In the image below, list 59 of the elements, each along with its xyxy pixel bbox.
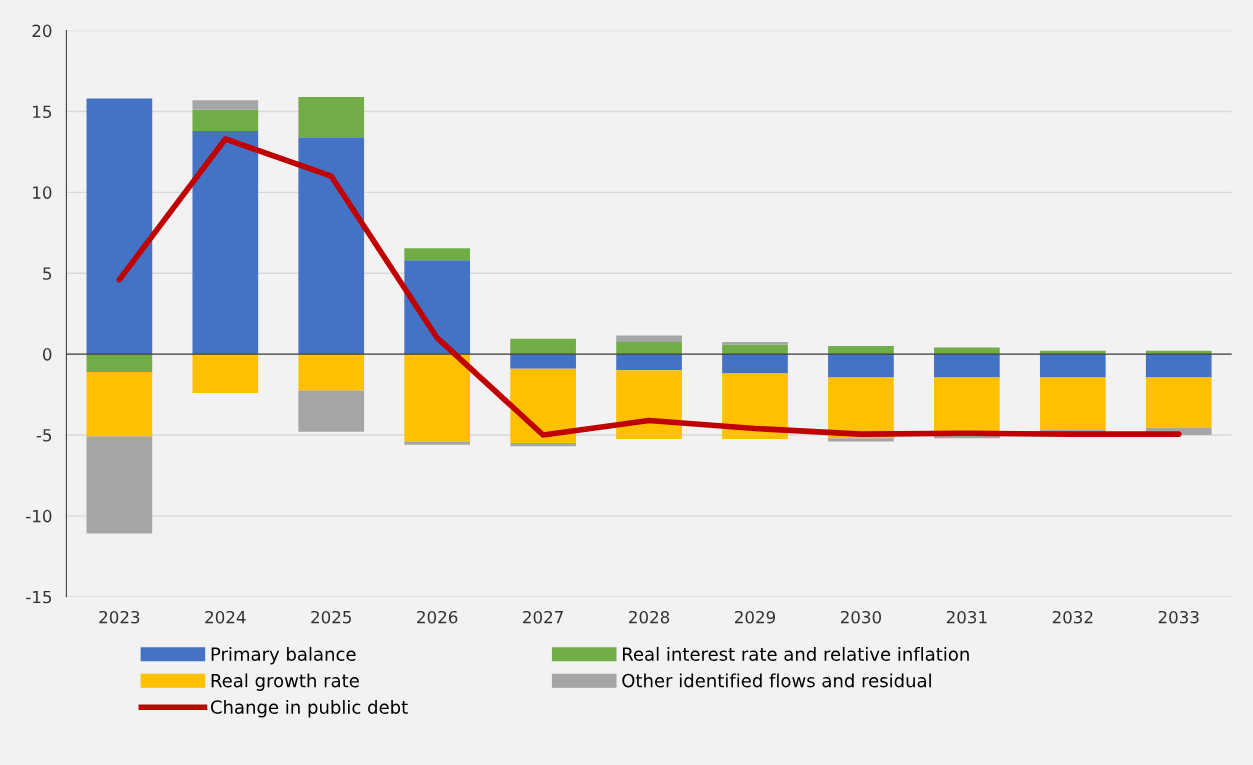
legend-label: Real growth rate bbox=[211, 673, 359, 691]
bar bbox=[828, 354, 894, 378]
y-tick-label: 5 bbox=[43, 267, 52, 280]
legend-label: Other identified flows and residual bbox=[622, 673, 931, 688]
bar bbox=[510, 338, 576, 355]
x-tick-label: 2030 bbox=[840, 610, 882, 624]
legend-label: Primary balance bbox=[211, 646, 356, 665]
bar bbox=[1039, 354, 1106, 378]
y-tick-label: -15 bbox=[26, 590, 52, 604]
y-tick-label: 0 bbox=[43, 348, 52, 361]
bar bbox=[510, 368, 576, 444]
y-tick-label: 10 bbox=[33, 186, 52, 199]
bar bbox=[86, 371, 153, 437]
bar bbox=[298, 354, 365, 391]
y-tick-label: -5 bbox=[36, 429, 52, 442]
legend-label: Change in public debt bbox=[210, 699, 408, 718]
bar bbox=[404, 441, 471, 445]
x-tick-label: 2024 bbox=[205, 610, 246, 624]
y-tick-label: 20 bbox=[32, 24, 52, 38]
bar bbox=[722, 373, 788, 439]
y-tick-label: 15 bbox=[33, 105, 52, 119]
bar bbox=[616, 341, 682, 355]
bar bbox=[828, 377, 894, 439]
bar bbox=[616, 335, 682, 342]
bar bbox=[192, 100, 259, 110]
bar bbox=[616, 354, 682, 371]
bar bbox=[1145, 354, 1212, 378]
x-tick-label: 2032 bbox=[1052, 610, 1093, 624]
bar bbox=[192, 130, 259, 355]
bar bbox=[828, 438, 894, 442]
x-tick-label: 2028 bbox=[629, 610, 670, 624]
bar bbox=[404, 354, 471, 442]
bar bbox=[298, 137, 365, 355]
x-tick-label: 2023 bbox=[99, 610, 140, 624]
bar bbox=[404, 248, 471, 261]
bar bbox=[298, 390, 365, 432]
bar bbox=[616, 370, 682, 439]
bar bbox=[722, 354, 788, 374]
bar bbox=[192, 354, 259, 393]
x-tick-label: 2027 bbox=[523, 610, 563, 624]
x-tick-label: 2029 bbox=[735, 610, 776, 624]
bar bbox=[86, 436, 153, 534]
legend-label: Real interest rate and relative inflation bbox=[623, 646, 969, 661]
x-tick-label: 2031 bbox=[946, 610, 987, 624]
y-tick-label: -10 bbox=[26, 509, 52, 523]
bar bbox=[1145, 377, 1212, 428]
bar bbox=[934, 354, 1000, 378]
x-tick-label: 2025 bbox=[311, 610, 351, 624]
bar bbox=[510, 354, 576, 369]
bar bbox=[1039, 377, 1106, 431]
bar bbox=[192, 109, 259, 131]
bar bbox=[298, 96, 365, 138]
x-tick-label: 2033 bbox=[1158, 610, 1199, 624]
bar bbox=[86, 354, 153, 372]
bar bbox=[722, 344, 788, 355]
bar bbox=[510, 443, 576, 447]
bar bbox=[404, 260, 471, 355]
x-tick-label: 2026 bbox=[417, 610, 458, 624]
bar bbox=[86, 98, 153, 355]
